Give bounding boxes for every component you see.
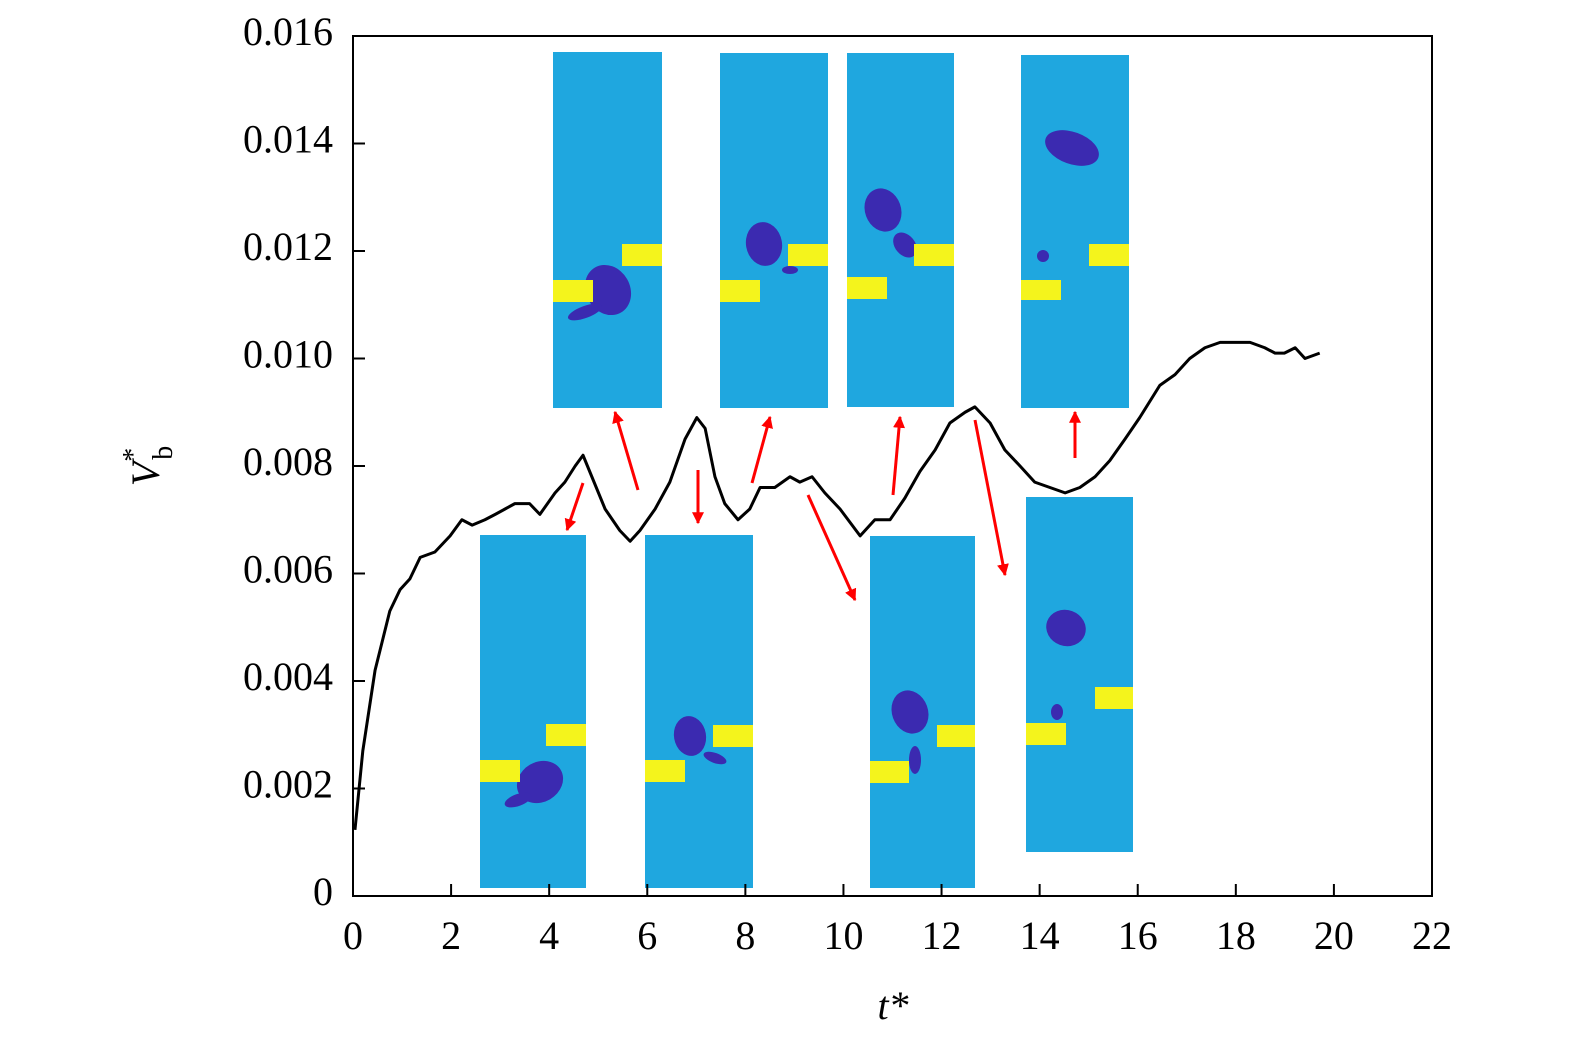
y-tick-label: 0 xyxy=(313,869,333,914)
inset-obstacle xyxy=(713,725,753,747)
x-tick-label: 0 xyxy=(343,913,363,958)
inset-obstacle xyxy=(1026,723,1066,745)
x-axis-label: t* xyxy=(877,983,908,1028)
x-tick-label: 18 xyxy=(1216,913,1256,958)
y-tick-label: 0.004 xyxy=(243,654,333,699)
arrow xyxy=(806,494,857,602)
inset-panel xyxy=(1026,497,1133,852)
inset-obstacle xyxy=(1095,687,1133,709)
inset-bubble xyxy=(891,690,929,734)
y-tick-label: 0.002 xyxy=(243,762,333,807)
inset-bubble xyxy=(1037,250,1049,262)
inset-bubble xyxy=(782,266,798,274)
inset-obstacle xyxy=(847,277,887,299)
inset-obstacle xyxy=(788,244,828,266)
inset-bubble xyxy=(504,792,532,808)
inset-panel xyxy=(847,53,954,407)
y-tick-label: 0.008 xyxy=(243,439,333,484)
inset-bubble xyxy=(893,232,917,258)
inset-bubble xyxy=(584,264,632,316)
x-tick-label: 4 xyxy=(539,913,559,958)
y-tick-label: 0.006 xyxy=(243,547,333,592)
y-label-base: V xyxy=(123,457,168,486)
y-tick-label: 0.010 xyxy=(243,332,333,377)
inset-obstacle xyxy=(914,244,954,266)
inset-bubble xyxy=(909,746,921,774)
inset-obstacle xyxy=(937,725,975,747)
inset-bubble xyxy=(864,188,902,232)
y-tick-label: 0.016 xyxy=(243,9,333,54)
inset-obstacle xyxy=(1021,280,1061,300)
inset-panel xyxy=(480,535,586,888)
inset-obstacle xyxy=(645,760,685,782)
y-axis-label: V*b xyxy=(118,446,179,486)
x-tick-label: 2 xyxy=(441,913,461,958)
inset-obstacle xyxy=(1089,244,1129,266)
insets xyxy=(480,52,1133,888)
x-tick-label: 14 xyxy=(1020,913,1060,958)
inset-panel xyxy=(645,535,753,888)
inset-obstacle xyxy=(622,244,662,266)
x-tick-label: 22 xyxy=(1412,913,1452,958)
y-tick-label: 0.014 xyxy=(243,117,333,162)
arrow xyxy=(973,419,1009,577)
inset-obstacle xyxy=(553,280,593,302)
arrow xyxy=(564,482,585,532)
inset-panel xyxy=(553,52,662,408)
arrow xyxy=(750,415,773,484)
x-tick-label: 12 xyxy=(922,913,962,958)
inset-obstacle xyxy=(480,760,520,782)
inset-bubble xyxy=(745,222,783,266)
inset-bubble xyxy=(516,760,564,804)
inset-obstacle xyxy=(546,724,586,746)
inset-bubble xyxy=(703,751,727,765)
x-tick-label: 6 xyxy=(637,913,657,958)
x-tick-label: 10 xyxy=(823,913,863,958)
x-tick-label: 8 xyxy=(735,913,755,958)
inset-bubble xyxy=(567,303,603,321)
inset-obstacle xyxy=(870,761,909,783)
inset-bubble xyxy=(1046,609,1086,647)
inset-bubble xyxy=(1051,704,1063,720)
y-label-sup: * xyxy=(118,448,149,462)
inset-panel xyxy=(1021,55,1129,408)
arrow xyxy=(612,410,640,491)
data-line xyxy=(353,340,1321,831)
y-label-sub: b xyxy=(148,446,179,460)
y-tick-label: 0.012 xyxy=(243,224,333,269)
arrow xyxy=(891,415,906,496)
inset-bubble xyxy=(673,716,707,756)
inset-obstacle xyxy=(720,280,760,302)
x-tick-label: 20 xyxy=(1314,913,1354,958)
inset-bubble xyxy=(1045,130,1099,166)
x-tick-label: 16 xyxy=(1118,913,1158,958)
